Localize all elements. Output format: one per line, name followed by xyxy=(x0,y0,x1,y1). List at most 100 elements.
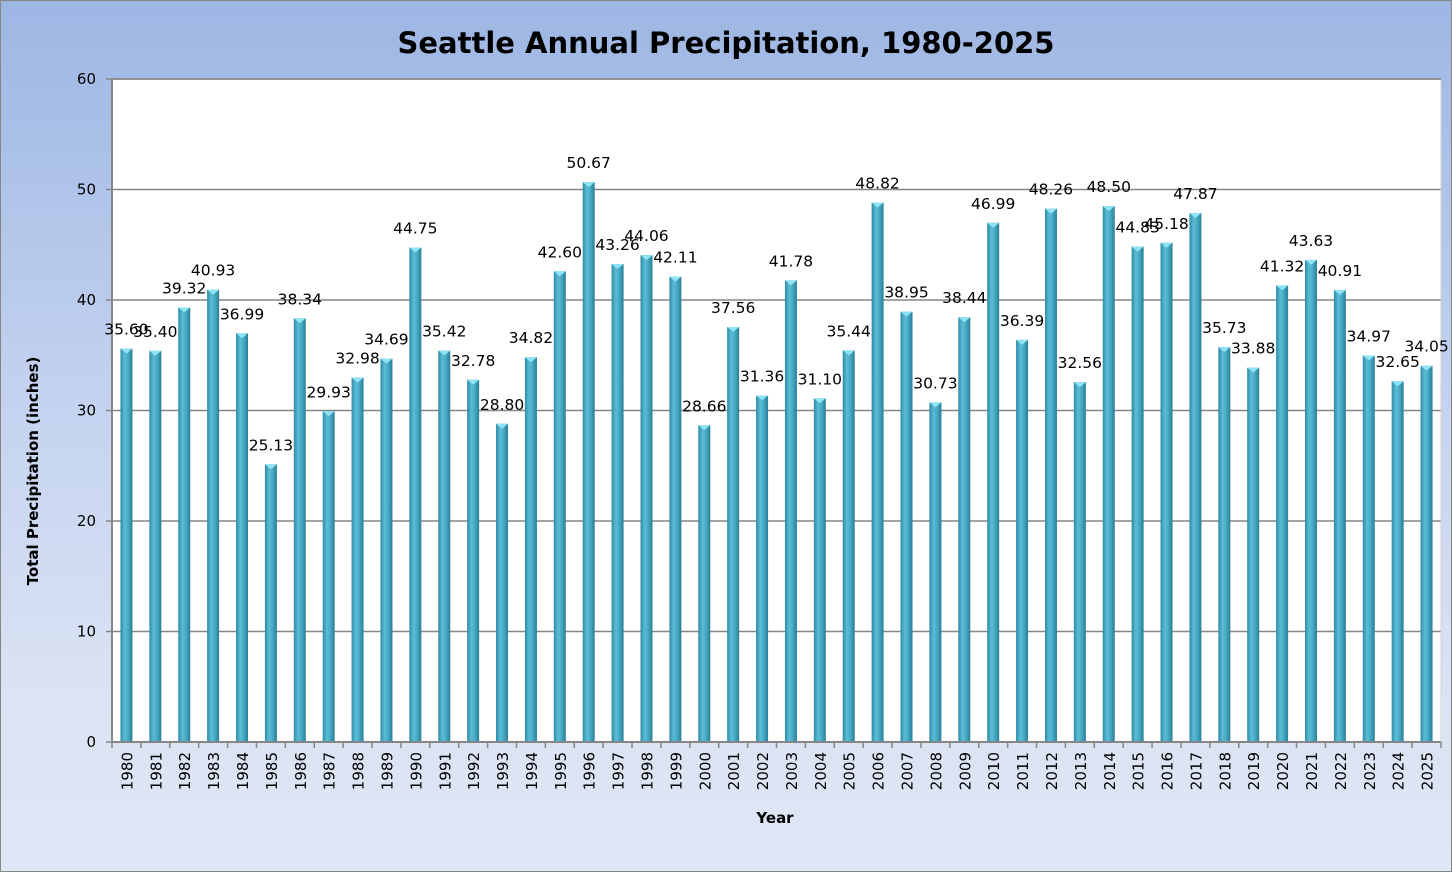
y-tick-label: 20 xyxy=(77,512,96,530)
data-label-1989: 34.69 xyxy=(364,331,408,349)
bars xyxy=(120,182,1433,743)
data-label-2006: 48.82 xyxy=(855,175,899,193)
bar-body xyxy=(1131,246,1144,743)
bar-body xyxy=(120,348,133,742)
data-label-1991: 35.42 xyxy=(422,323,466,341)
bar-2014 xyxy=(1102,206,1115,742)
bar-cap xyxy=(1218,347,1231,353)
bar-1988 xyxy=(351,377,364,742)
bar-body xyxy=(438,350,451,742)
bar-body xyxy=(409,247,422,742)
x-tick-label: 2017 xyxy=(1187,752,1205,790)
data-label-2011: 36.39 xyxy=(1000,312,1044,330)
bar-body xyxy=(698,425,711,742)
bar-1996 xyxy=(582,182,595,742)
bar-body xyxy=(467,379,480,742)
chart-title: Seattle Annual Precipitation, 1980-2025 xyxy=(398,26,1055,60)
axes: 0 10 20 30 40 50 60 1980 1981 1982 1983 1984 1985 198… xyxy=(77,70,1442,790)
data-label-2010: 46.99 xyxy=(971,195,1015,213)
bar-cap xyxy=(987,222,1000,228)
bar-body xyxy=(1247,367,1260,742)
x-tick-label: 2009 xyxy=(956,752,974,790)
bar-2003 xyxy=(784,280,797,742)
x-tick-label: 1994 xyxy=(523,752,541,790)
data-label-2015: 44.83 xyxy=(1115,219,1159,237)
bar-1987 xyxy=(322,411,335,742)
bar-2023 xyxy=(1362,355,1375,742)
bar-cap xyxy=(496,423,509,429)
x-tick-label: 2000 xyxy=(696,752,714,790)
x-tick-label: 1986 xyxy=(292,752,310,790)
data-label-2023: 34.97 xyxy=(1347,328,1391,346)
bar-body xyxy=(380,358,393,742)
bar-cap xyxy=(149,350,162,356)
bar-body xyxy=(178,307,191,742)
bar-cap xyxy=(524,357,537,363)
x-tick-label: 1984 xyxy=(234,752,252,790)
bar-cap xyxy=(120,348,133,354)
bar-cap xyxy=(1131,246,1144,252)
data-label-2007: 38.95 xyxy=(884,284,928,302)
bar-body xyxy=(1420,365,1433,742)
bar-1984 xyxy=(236,333,249,742)
bar-body xyxy=(669,276,682,742)
data-label-2014: 48.50 xyxy=(1087,178,1131,196)
bar-body xyxy=(1044,208,1057,743)
data-label-1998: 44.06 xyxy=(624,227,668,245)
bar-cap xyxy=(322,411,335,417)
bar-body xyxy=(1362,355,1375,742)
data-label-1981: 35.40 xyxy=(133,323,177,341)
data-label-1993: 28.80 xyxy=(480,396,524,414)
bar-cap xyxy=(1391,381,1404,387)
x-tick-label: 2003 xyxy=(783,752,801,790)
bar-body xyxy=(1276,285,1289,742)
bar-cap xyxy=(929,402,942,408)
x-tick-label: 2002 xyxy=(754,752,772,790)
x-axis-title: Year xyxy=(755,809,794,827)
bar-cap xyxy=(380,358,393,364)
x-tick-label: 1981 xyxy=(147,752,165,790)
x-tick-label: 2005 xyxy=(841,752,859,790)
bar-1992 xyxy=(467,379,480,742)
bar-2009 xyxy=(958,317,971,742)
bar-2020 xyxy=(1276,285,1289,742)
bar-2013 xyxy=(1073,382,1086,742)
bar-body xyxy=(813,398,826,742)
bar-2011 xyxy=(1016,339,1029,742)
x-tick-label: 1982 xyxy=(176,752,194,790)
bar-2019 xyxy=(1247,367,1260,742)
bar-body xyxy=(1160,242,1173,743)
bar-cap xyxy=(207,289,220,295)
bar-cap xyxy=(900,311,913,317)
bar-2007 xyxy=(900,311,913,742)
bar-body xyxy=(1304,259,1317,742)
data-label-1983: 40.93 xyxy=(191,262,235,280)
bar-body xyxy=(1016,339,1029,742)
y-tick-label: 10 xyxy=(77,623,96,641)
bar-cap xyxy=(1247,367,1260,373)
x-tick-label: 2014 xyxy=(1101,752,1119,790)
data-label-2004: 31.10 xyxy=(798,370,842,388)
bar-cap xyxy=(582,182,595,188)
data-label-1997: 43.26 xyxy=(595,236,639,254)
bar-body xyxy=(1189,213,1202,742)
bar-1980 xyxy=(120,348,133,742)
bar-2024 xyxy=(1391,381,1404,742)
bar-body xyxy=(149,350,162,742)
x-tick-label: 2007 xyxy=(899,752,917,790)
bar-2000 xyxy=(698,425,711,742)
bar-2002 xyxy=(756,395,769,742)
x-tick-label: 2013 xyxy=(1072,752,1090,790)
x-tick-label: 2025 xyxy=(1419,752,1437,790)
x-tick-label: 2006 xyxy=(870,752,888,790)
bar-body xyxy=(553,271,566,742)
bar-1985 xyxy=(264,464,277,742)
y-tick-label: 0 xyxy=(86,733,96,751)
bar-cap xyxy=(611,263,624,269)
bar-body xyxy=(756,395,769,742)
bar-cap xyxy=(1304,259,1317,265)
bar-2025 xyxy=(1420,365,1433,742)
data-label-1992: 32.78 xyxy=(451,352,495,370)
x-tick-label: 1983 xyxy=(205,752,223,790)
